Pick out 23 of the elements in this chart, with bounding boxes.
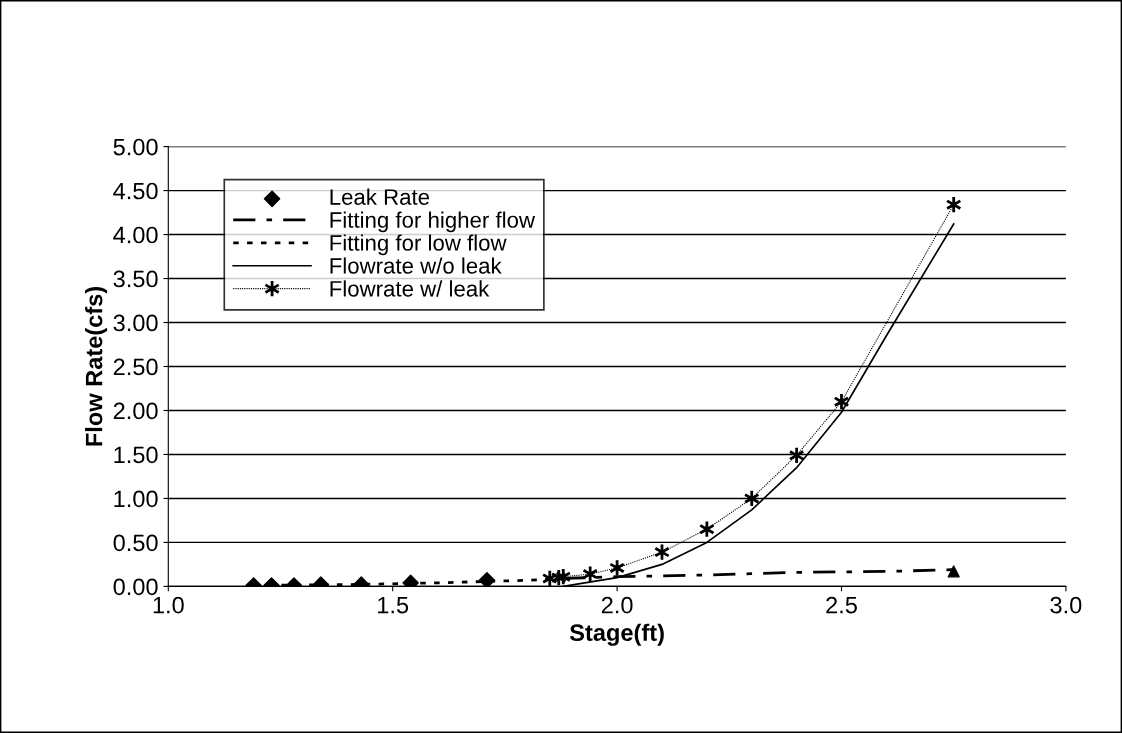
x-tick-label: 2.5 <box>826 596 857 614</box>
y-tick-label: 2.00 <box>113 402 158 420</box>
y-tick-label: 3.00 <box>113 314 158 332</box>
x-tick-label: 1.0 <box>153 596 184 614</box>
x-tick-label: 2.0 <box>601 596 633 614</box>
x-tick-label: 1.5 <box>378 596 409 614</box>
y-tick-label: 1.50 <box>114 446 158 464</box>
x-tick-label: 3.0 <box>1050 596 1082 614</box>
y-axis-title: Flow Rate(cfs) <box>85 286 108 446</box>
y-tick-label: 2.50 <box>113 358 158 376</box>
y-tick-label: 1.00 <box>114 490 158 508</box>
y-tick-label: 4.50 <box>113 182 158 200</box>
y-tick-label: 0.50 <box>113 534 158 552</box>
legend-label: Leak Rate <box>330 188 430 205</box>
legend-label: Flowrate w/o leak <box>330 257 502 274</box>
y-tick-label: 0.00 <box>113 578 158 596</box>
legend-label: Fitting for higher flow <box>330 211 536 233</box>
y-tick-label: 4.00 <box>113 226 158 244</box>
y-tick-label: 5.00 <box>113 138 158 156</box>
legend-label: Fitting for low flow <box>330 234 507 256</box>
legend-label: Flowrate w/ leak <box>330 280 490 297</box>
x-axis-title: Stage(ft) <box>569 623 664 646</box>
y-tick-label: 3.50 <box>113 270 158 288</box>
